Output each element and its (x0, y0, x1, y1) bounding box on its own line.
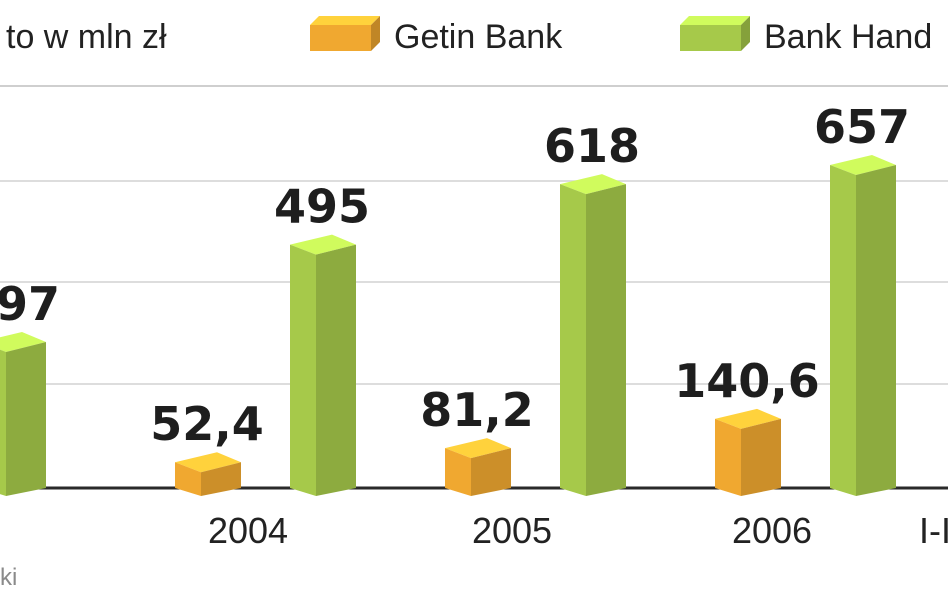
bar-side (586, 184, 626, 496)
legend-swatch-front (310, 25, 371, 51)
bar-top (290, 234, 356, 255)
bar-front (0, 349, 6, 496)
bar-front (445, 448, 471, 496)
legend-swatch-front (680, 25, 741, 51)
legend-swatch-side (741, 16, 750, 51)
legend-label: Bank Hand (764, 18, 932, 56)
value-label: 140,6 (674, 354, 820, 408)
value-label: 297 (0, 277, 60, 331)
source-note: ki (0, 564, 17, 591)
legend-swatch-side (371, 16, 380, 51)
bar-side (6, 341, 46, 496)
bar-top (715, 408, 781, 429)
x-tick-label: 2005 (472, 510, 552, 551)
bars (0, 155, 896, 496)
x-tick-label: 2004 (208, 510, 288, 551)
bar-front (560, 184, 586, 496)
value-label: 52,4 (150, 397, 264, 451)
value-label: 618 (544, 119, 640, 173)
x-tick-labels: 03200420052006I-I (0, 510, 948, 551)
bar-top (560, 174, 626, 195)
value-label: 495 (274, 180, 370, 234)
legend-swatch-top (680, 16, 750, 25)
x-tick-label: I-I (919, 510, 948, 551)
bar-side (471, 448, 511, 496)
bar-top (0, 331, 46, 352)
legend-swatch-top (310, 16, 380, 25)
legend: to w mln zł Getin Bank Bank Hand (6, 16, 932, 56)
bar-front (830, 165, 856, 496)
bar-side (856, 165, 896, 496)
value-label: 81,2 (420, 383, 534, 437)
legend-label: Getin Bank (394, 18, 563, 56)
x-tick-label: 2006 (732, 510, 812, 551)
bar-side (201, 462, 241, 496)
legend-title: to w mln zł (6, 18, 167, 56)
bar-front (715, 418, 741, 496)
bar-front (290, 244, 316, 496)
bar-side (741, 418, 781, 496)
bar-front (175, 462, 201, 496)
bar-top (830, 155, 896, 175)
bar-top (445, 438, 511, 459)
bar-top (175, 452, 241, 473)
bar-side (316, 244, 356, 496)
value-label: 657 (814, 100, 910, 154)
